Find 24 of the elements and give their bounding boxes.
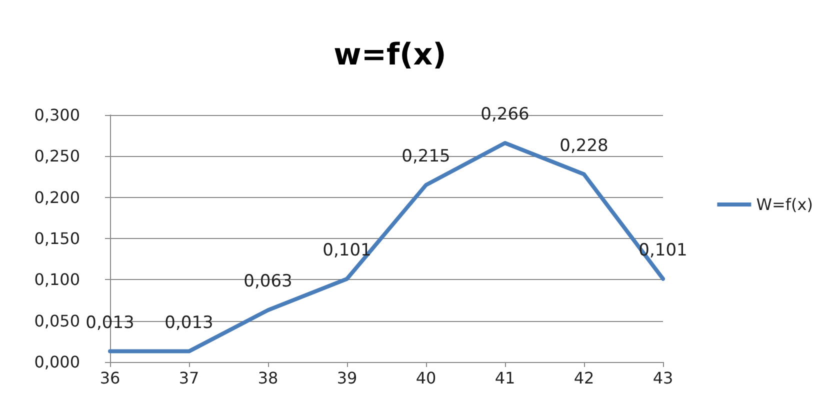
y-tick-label: 0,250 — [34, 146, 80, 166]
x-tick-label: 42 — [574, 368, 594, 388]
x-tick-label: 37 — [178, 368, 200, 388]
y-tick-label: 0,200 — [34, 188, 80, 207]
y-tick-label: 0,300 — [34, 106, 80, 124]
y-tick-label: 0,050 — [34, 311, 80, 330]
y-tick-label: 0,150 — [34, 229, 80, 248]
data-label: 0,013 — [86, 312, 134, 333]
data-label: 0,101 — [322, 240, 372, 260]
x-tick-label: 43 — [652, 368, 674, 388]
data-label: 0,228 — [560, 136, 608, 156]
data-label: 0,266 — [480, 104, 530, 124]
data-label: 0,013 — [164, 312, 214, 333]
chart-title: w=f(x) — [334, 38, 446, 72]
x-tick-label: 41 — [494, 368, 516, 388]
y-tick-label: 0,000 — [34, 352, 80, 372]
x-tick-label: 36 — [100, 368, 120, 388]
data-label: 0,063 — [244, 272, 292, 292]
x-tick-label: 40 — [416, 368, 436, 388]
x-tick-label: 38 — [258, 368, 278, 388]
x-tick-label: 39 — [336, 368, 358, 388]
legend-label: W=f(x) — [756, 195, 813, 214]
y-tick-label: 0,100 — [34, 270, 80, 290]
data-label: 0,215 — [402, 146, 450, 166]
